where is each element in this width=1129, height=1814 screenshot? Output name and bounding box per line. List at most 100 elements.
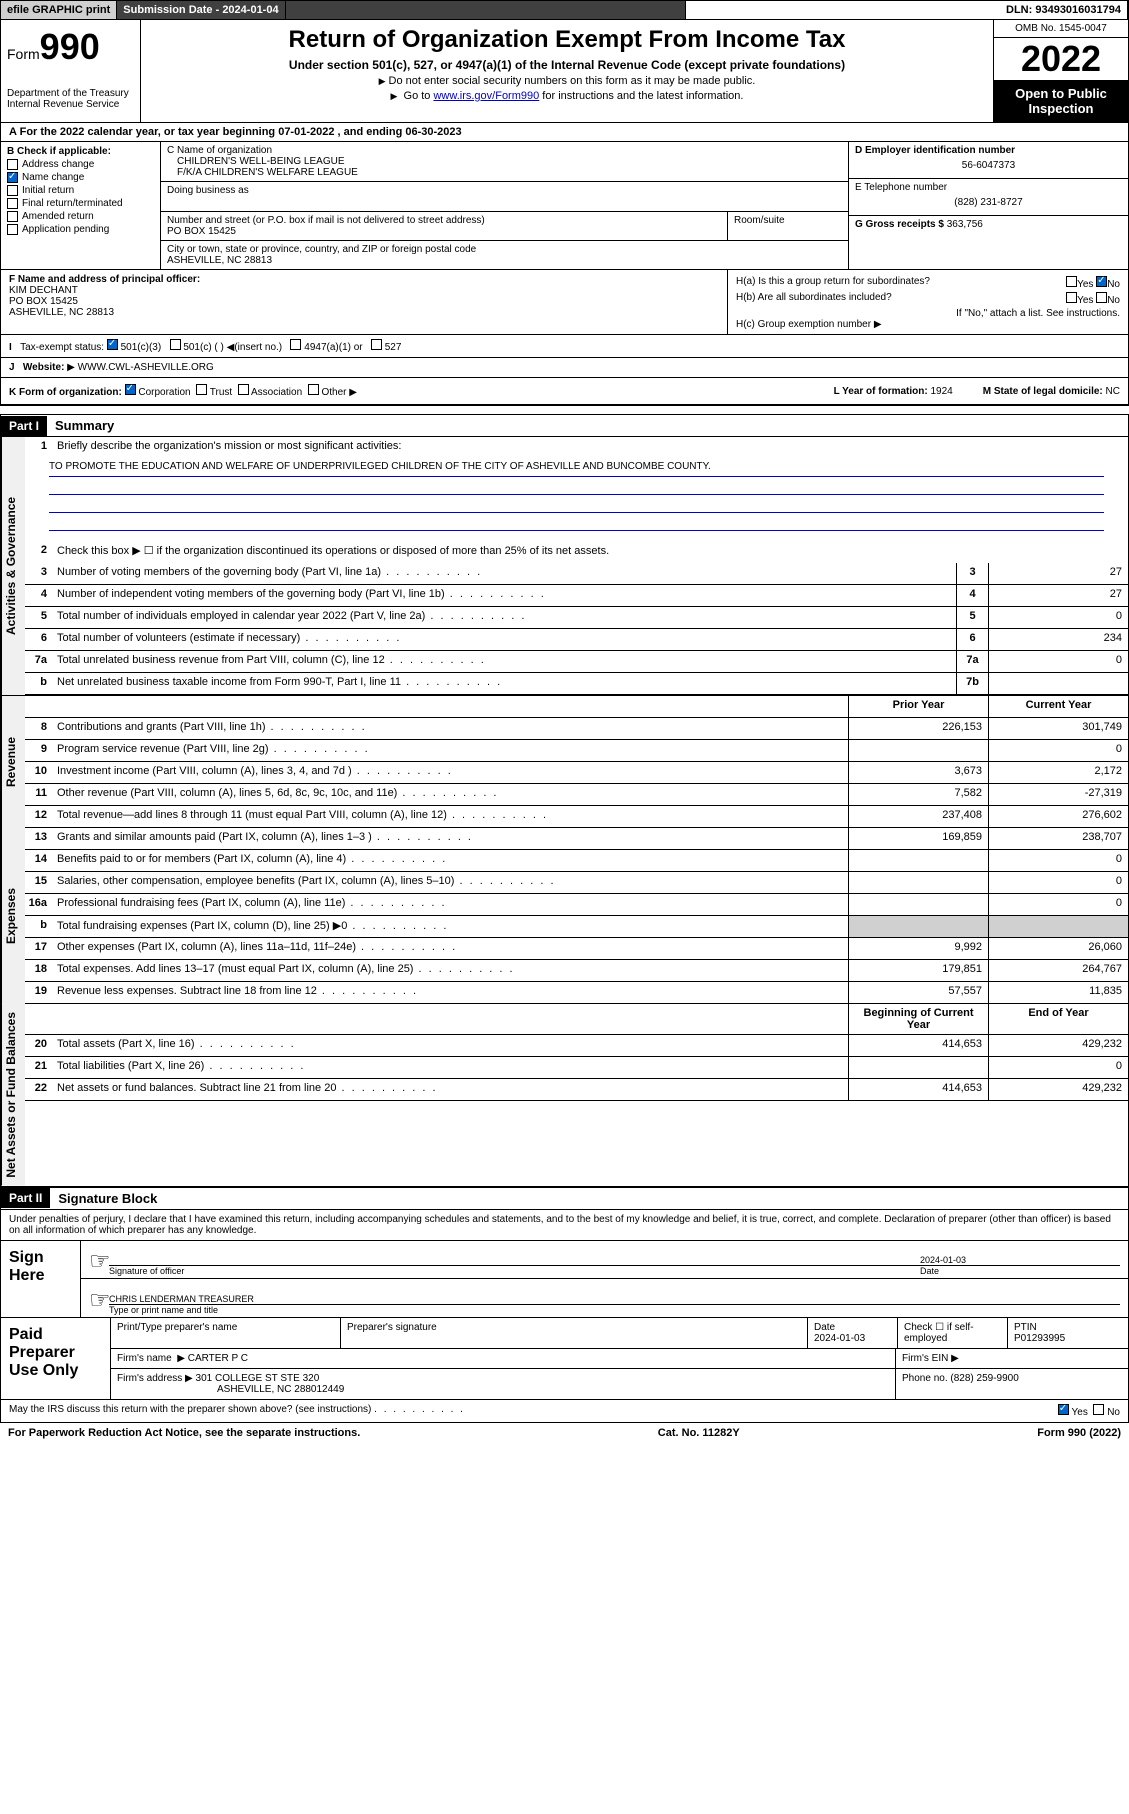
officer-addr1: PO BOX 15425: [9, 296, 719, 307]
irs-label: Internal Revenue Service: [7, 99, 134, 110]
form-title: Return of Organization Exempt From Incom…: [151, 26, 983, 54]
part2-title: Signature Block: [50, 1188, 165, 1209]
efile-print-button[interactable]: efile GRAPHIC print: [1, 1, 117, 19]
col-current: Current Year: [988, 696, 1128, 717]
paid-preparer-label: Paid Preparer Use Only: [1, 1318, 111, 1399]
chk-4947[interactable]: [290, 339, 301, 350]
sign-here-label: Sign Here: [1, 1241, 81, 1317]
firm-phone: (828) 259-9900: [950, 1373, 1018, 1384]
revenue-section: Revenue Prior Year Current Year 8Contrib…: [0, 695, 1129, 828]
pra-notice: For Paperwork Reduction Act Notice, see …: [8, 1427, 360, 1439]
note-ssn: Do not enter social security numbers on …: [151, 75, 983, 87]
discuss-no[interactable]: [1093, 1404, 1104, 1415]
table-row: 16aProfessional fundraising fees (Part I…: [25, 894, 1128, 916]
box-de: D Employer identification number 56-6047…: [848, 142, 1128, 269]
status-website-row: I Tax-exempt status: 501(c)(3) 501(c) ( …: [0, 335, 1129, 358]
chk-527[interactable]: [371, 339, 382, 350]
table-row: 19Revenue less expenses. Subtract line 1…: [25, 982, 1128, 1004]
hb-yes[interactable]: [1066, 292, 1077, 303]
firm-addr2: ASHEVILLE, NC 288012449: [117, 1384, 344, 1395]
org-name-label: C Name of organization: [167, 145, 842, 156]
q1-label: Briefly describe the organization's miss…: [53, 437, 1128, 459]
chk-trust[interactable]: [196, 384, 207, 395]
discuss-yes[interactable]: [1058, 1404, 1069, 1415]
table-row: 13Grants and similar amounts paid (Part …: [25, 828, 1128, 850]
officer-name: KIM DECHANT: [9, 285, 719, 296]
part1-header: Part I: [1, 416, 47, 436]
chk-final[interactable]: [7, 198, 18, 209]
chk-corp[interactable]: [125, 384, 136, 395]
chk-assoc[interactable]: [238, 384, 249, 395]
dba-label: Doing business as: [167, 185, 842, 196]
org-name-1: CHILDREN'S WELL-BEING LEAGUE: [167, 156, 842, 167]
state-domicile: NC: [1106, 386, 1120, 397]
box-b: B Check if applicable: Address change Na…: [1, 142, 161, 269]
org-name-2: F/K/A CHILDREN'S WELFARE LEAGUE: [167, 167, 842, 178]
mission-text: TO PROMOTE THE EDUCATION AND WELFARE OF …: [49, 461, 1104, 477]
col-prior: Prior Year: [848, 696, 988, 717]
sig-intro: Under penalties of perjury, I declare th…: [1, 1210, 1128, 1241]
box-c: C Name of organization CHILDREN'S WELL-B…: [161, 142, 848, 269]
col-begin: Beginning of Current Year: [848, 1004, 988, 1034]
form-org-row: K Form of organization: Corporation Trus…: [0, 378, 1129, 406]
form-number: Form990: [7, 26, 134, 68]
discuss-row: May the IRS discuss this return with the…: [0, 1400, 1129, 1423]
table-row: 18Total expenses. Add lines 13–17 (must …: [25, 960, 1128, 982]
vtab-governance: Activities & Governance: [1, 437, 25, 695]
table-row: 15Salaries, other compensation, employee…: [25, 872, 1128, 894]
dept-label: Department of the Treasury: [7, 88, 134, 99]
chk-amended[interactable]: [7, 211, 18, 222]
prep-ptin: P01293995: [1014, 1333, 1065, 1344]
open-inspection: Open to Public Inspection: [994, 80, 1128, 122]
table-row: 17Other expenses (Part IX, column (A), l…: [25, 938, 1128, 960]
chk-initial[interactable]: [7, 185, 18, 196]
top-bar: efile GRAPHIC print Submission Date - 20…: [0, 0, 1129, 20]
part1-title: Summary: [47, 415, 122, 436]
note-link: Go to www.irs.gov/Form990 for instructio…: [151, 90, 983, 102]
website-value: WWW.CWL-ASHEVILLE.ORG: [78, 362, 214, 373]
phone-value: (828) 231-8727: [855, 193, 1122, 212]
col-end: End of Year: [988, 1004, 1128, 1034]
gross-label: G Gross receipts $: [855, 219, 944, 230]
gross-value: 363,756: [947, 219, 983, 230]
dln-label: DLN: 93493016031794: [1000, 1, 1128, 19]
phone-label: E Telephone number: [855, 182, 1122, 193]
chk-other[interactable]: [308, 384, 319, 395]
tax-period: A For the 2022 calendar year, or tax yea…: [0, 123, 1129, 142]
table-row: bTotal fundraising expenses (Part IX, co…: [25, 916, 1128, 938]
form-ref: Form 990 (2022): [1037, 1427, 1121, 1439]
table-row: 21Total liabilities (Part X, line 26)0: [25, 1057, 1128, 1079]
street-value: PO BOX 15425: [167, 226, 721, 237]
irs-link[interactable]: www.irs.gov/Form990: [433, 90, 539, 102]
sig-date-value: 2024-01-03: [920, 1255, 1120, 1265]
chk-address[interactable]: [7, 159, 18, 170]
officer-group-block: F Name and address of principal officer:…: [0, 270, 1129, 335]
chk-501c3[interactable]: [107, 339, 118, 350]
submission-date-button[interactable]: Submission Date - 2024-01-04: [117, 1, 285, 19]
table-row: bNet unrelated business taxable income f…: [25, 673, 1128, 695]
entity-info-block: B Check if applicable: Address change Na…: [0, 142, 1129, 270]
ha-yes[interactable]: [1066, 276, 1077, 287]
netassets-section: Net Assets or Fund Balances Beginning of…: [0, 1004, 1129, 1188]
table-row: 5Total number of individuals employed in…: [25, 607, 1128, 629]
street-label: Number and street (or P.O. box if mail i…: [167, 215, 721, 226]
ha-no[interactable]: [1096, 276, 1107, 287]
chk-pending[interactable]: [7, 224, 18, 235]
prep-date: 2024-01-03: [814, 1333, 865, 1344]
hb-no[interactable]: [1096, 292, 1107, 303]
vtab-netassets: Net Assets or Fund Balances: [1, 1004, 25, 1186]
blank-button[interactable]: [286, 1, 686, 19]
table-row: 14Benefits paid to or for members (Part …: [25, 850, 1128, 872]
expenses-section: Expenses 13Grants and similar amounts pa…: [0, 828, 1129, 1004]
form-subtitle: Under section 501(c), 527, or 4947(a)(1)…: [151, 58, 983, 72]
cat-no: Cat. No. 11282Y: [658, 1427, 740, 1439]
chk-name-change[interactable]: [7, 172, 18, 183]
omb-number: OMB No. 1545-0047: [994, 20, 1128, 38]
hc-label: H(c) Group exemption number ▶: [736, 319, 1120, 330]
part2-header: Part II: [1, 1188, 50, 1208]
footer: For Paperwork Reduction Act Notice, see …: [0, 1423, 1129, 1443]
table-row: 10Investment income (Part VIII, column (…: [25, 762, 1128, 784]
website-row: J Website: ▶ WWW.CWL-ASHEVILLE.ORG: [0, 358, 1129, 378]
hb-note: If "No," attach a list. See instructions…: [736, 308, 1120, 319]
chk-501c[interactable]: [170, 339, 181, 350]
